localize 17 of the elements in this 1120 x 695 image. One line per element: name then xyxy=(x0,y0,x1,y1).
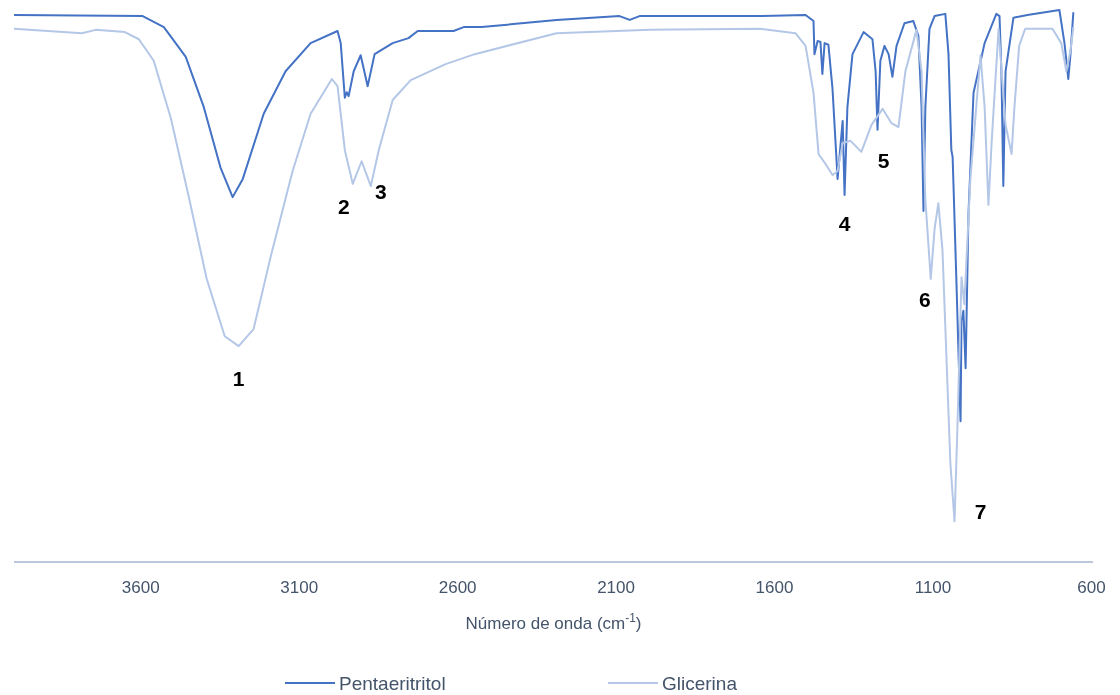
annotation: 7 xyxy=(974,499,987,523)
annotation: 6 xyxy=(918,288,931,312)
annotation: 2 xyxy=(337,195,350,219)
annotation: 4 xyxy=(838,212,851,236)
x-tick-label: 2600 xyxy=(438,578,477,597)
x-tick-label: 600 xyxy=(1077,578,1106,597)
x-tick-label: 1100 xyxy=(914,578,952,597)
annotation: 5 xyxy=(877,149,890,173)
x-tick-label: 3600 xyxy=(121,578,160,597)
annotation: 1 xyxy=(232,366,245,390)
annotation: 3 xyxy=(374,179,387,203)
legend-label: Pentaeritritol xyxy=(339,672,446,694)
x-tick-label: 2100 xyxy=(597,578,635,597)
x-tick-label: 3100 xyxy=(280,578,319,597)
x-tick-label: 1600 xyxy=(755,578,794,597)
legend-label: Glicerina xyxy=(662,672,738,694)
x-axis-title: Número de onda (cm$^{-1}$) xyxy=(465,611,642,633)
